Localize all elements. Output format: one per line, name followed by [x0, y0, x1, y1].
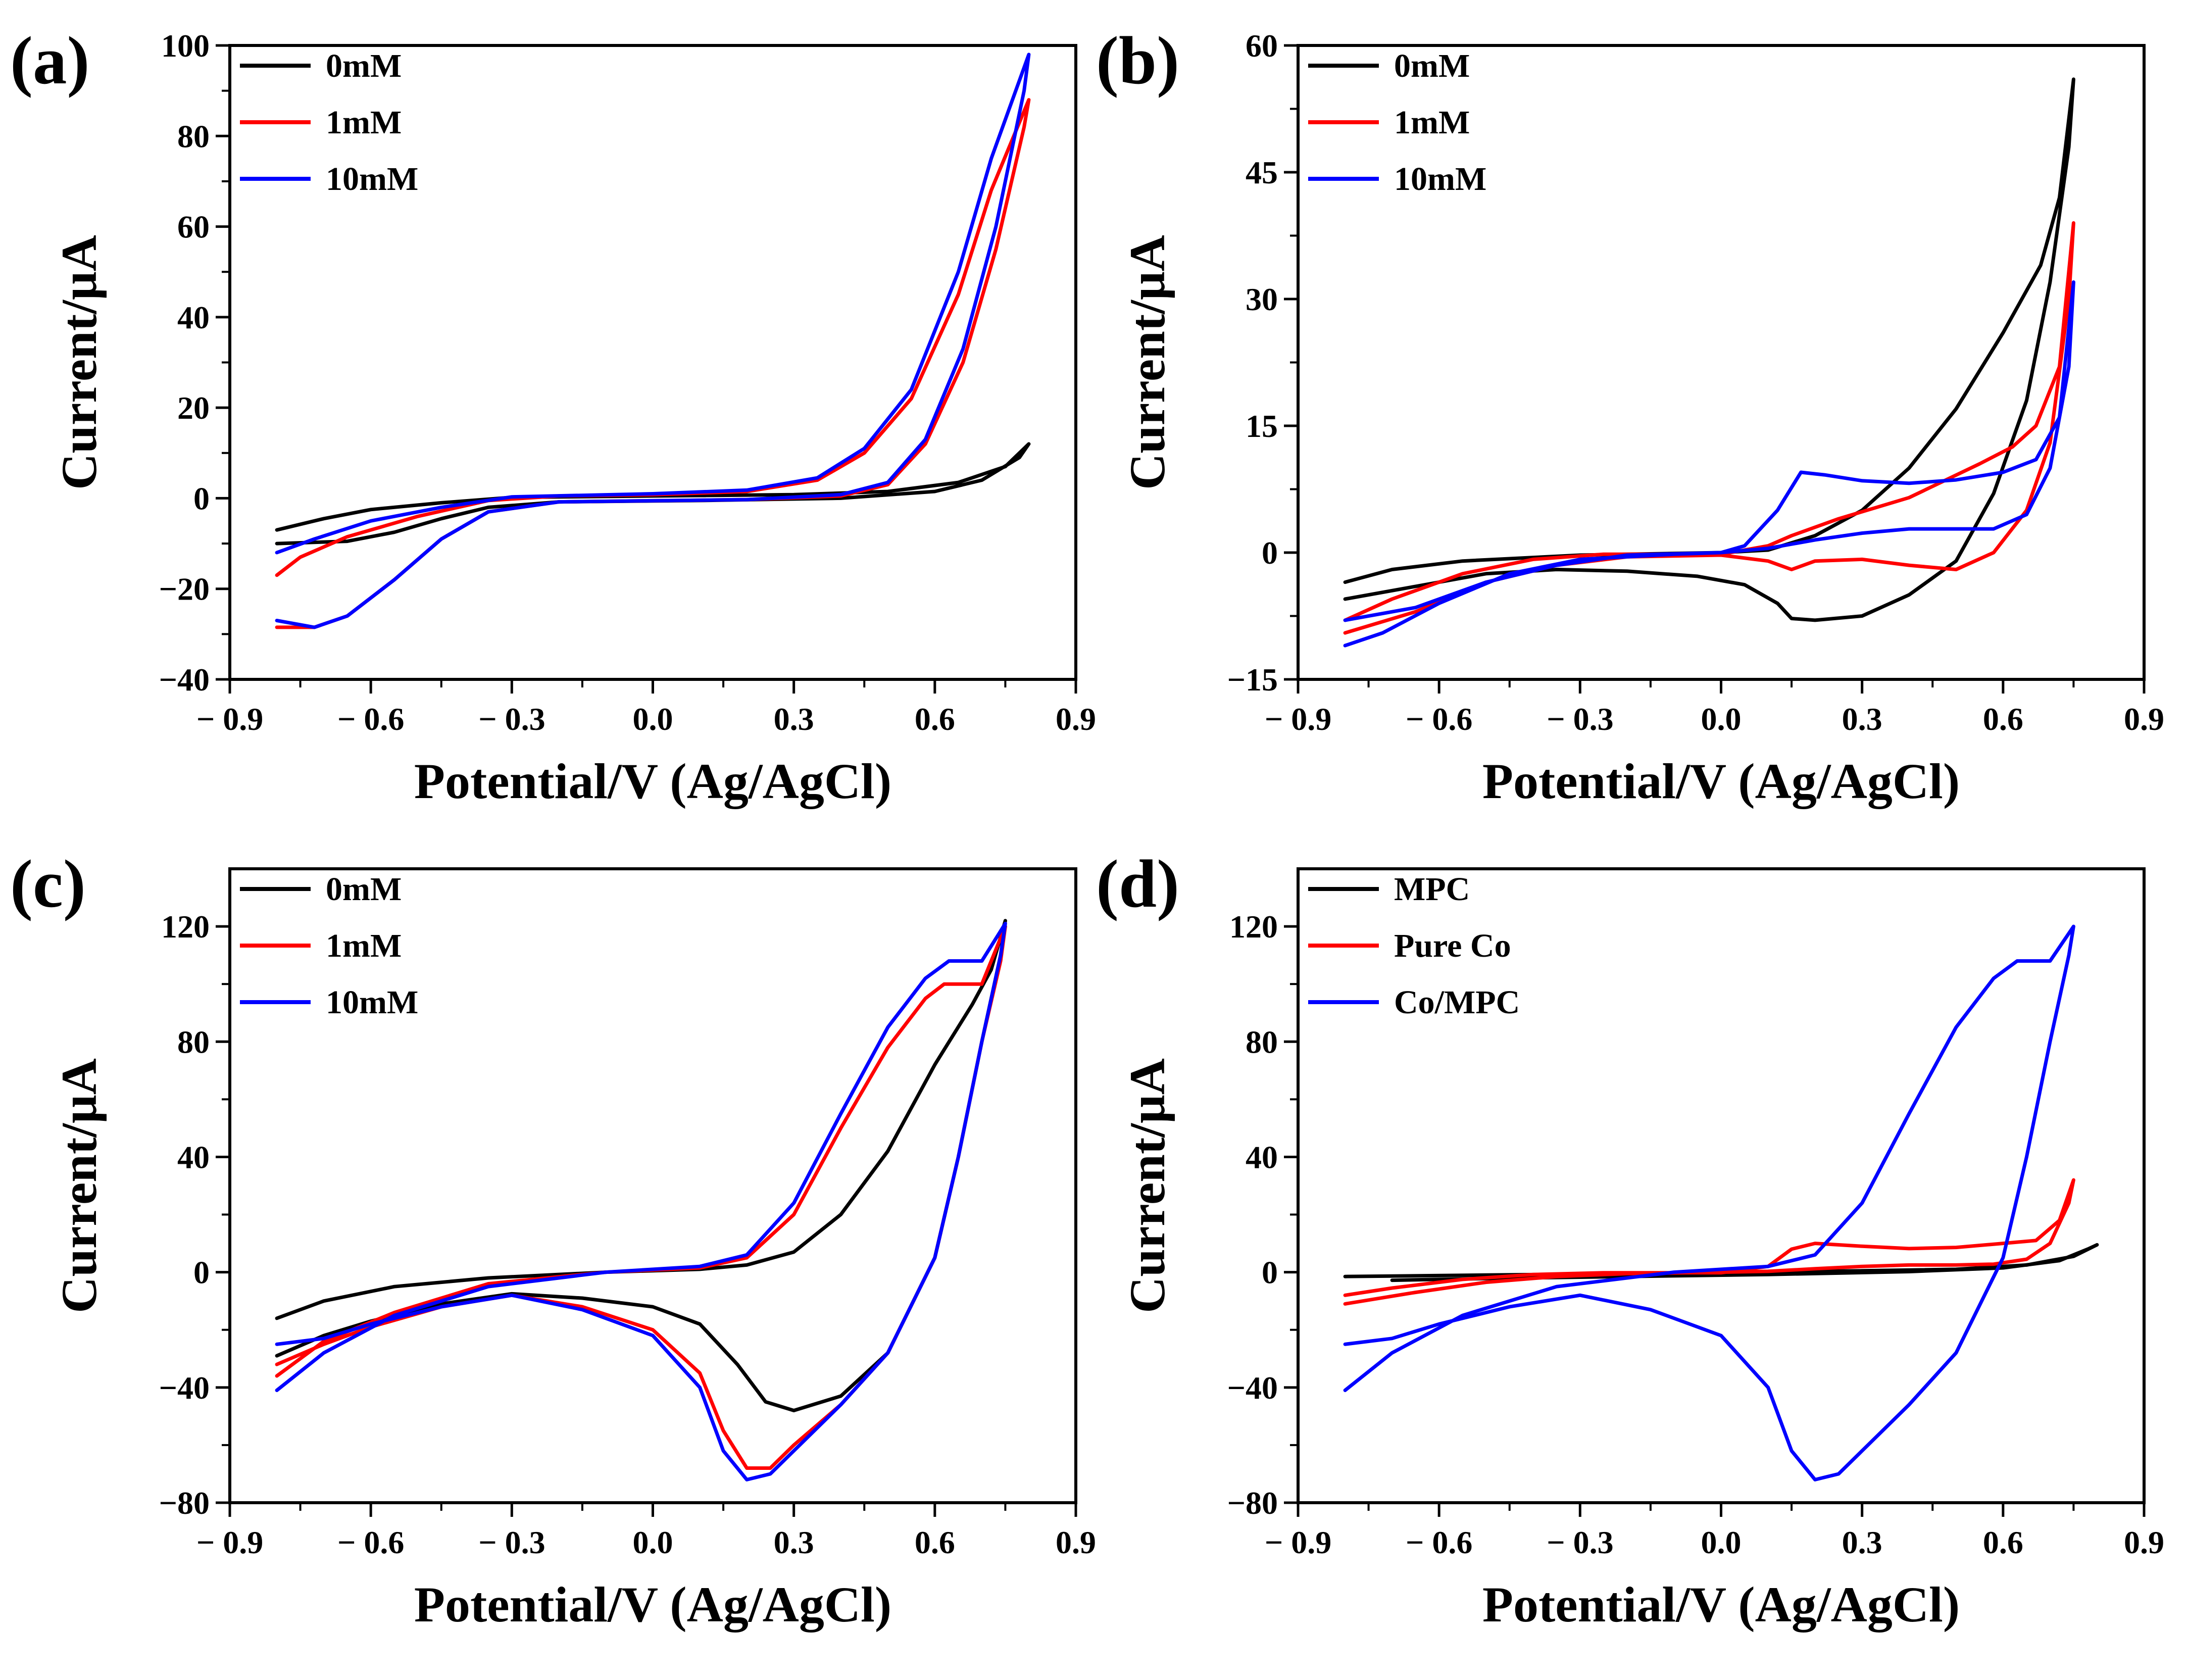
- panel-label: (d): [1096, 847, 1179, 922]
- panel-label: (a): [10, 23, 89, 98]
- legend-label: 10mM: [326, 984, 418, 1021]
- x-tick-label: 0.3: [774, 701, 814, 737]
- series-line-2: [1343, 924, 2075, 1481]
- y-tick-label: 40: [1246, 1139, 1278, 1175]
- y-axis-title: Current/μA: [51, 1058, 107, 1313]
- y-tick-label: −15: [1227, 662, 1278, 698]
- y-tick-label: 15: [1246, 408, 1278, 444]
- y-tick-label: −80: [159, 1485, 210, 1521]
- legend-label: 0mM: [326, 47, 402, 84]
- x-tick-label: 0.0: [633, 1524, 673, 1560]
- y-tick-label: 120: [161, 909, 210, 945]
- y-tick-label: −80: [1227, 1485, 1278, 1521]
- y-axis-title: Current/μA: [51, 235, 107, 490]
- y-tick-label: 0: [193, 1255, 210, 1291]
- x-tick-label: 0.9: [2124, 701, 2164, 737]
- x-tick-label: 0.6: [1983, 1524, 2023, 1560]
- x-tick-label: 0.0: [1701, 1524, 1742, 1560]
- series-line-2: [275, 921, 1007, 1481]
- x-tick-label: 0.0: [633, 701, 673, 737]
- y-axis-title: Current/μA: [1119, 235, 1175, 490]
- legend-label: 1mM: [326, 104, 402, 141]
- x-tick-label: − 0.6: [337, 1524, 404, 1560]
- x-tick-label: 0.6: [1983, 701, 2023, 737]
- legend-label: 10mM: [1394, 161, 1486, 197]
- panel-d: (d) − 0.9 − 0.6 − 0.3 0.0 0.3 0.6 0.9 −80 −40 0 40 8…: [1096, 847, 2164, 1633]
- x-tick-label: − 0.3: [1547, 1524, 1613, 1560]
- panel-label: (c): [10, 847, 86, 922]
- legend-label: 0mM: [1394, 47, 1470, 84]
- y-tick-label: 40: [177, 300, 210, 335]
- y-tick-label: 45: [1246, 155, 1278, 190]
- x-tick-label: − 0.3: [1547, 701, 1613, 737]
- y-tick-label: 80: [1246, 1024, 1278, 1060]
- x-axis-title: Potential/V (Ag/AgCl): [414, 753, 891, 809]
- legend-label: 1mM: [1394, 104, 1470, 141]
- x-tick-label: 0.9: [1056, 701, 1096, 737]
- legend-label: MPC: [1394, 871, 1470, 908]
- x-tick-label: − 0.6: [337, 701, 404, 737]
- x-tick-label: 0.3: [774, 1524, 814, 1560]
- y-tick-label: 30: [1246, 281, 1278, 317]
- series-line-2: [275, 53, 1031, 629]
- series-line-0: [1343, 1243, 2099, 1282]
- x-tick-label: − 0.9: [1265, 701, 1331, 737]
- legend-label: Pure Co: [1394, 927, 1511, 964]
- x-tick-label: − 0.9: [1265, 1524, 1331, 1560]
- x-axis-title: Potential/V (Ag/AgCl): [1482, 1576, 1960, 1633]
- x-tick-label: − 0.9: [196, 1524, 263, 1560]
- x-tick-label: 0.9: [2124, 1524, 2164, 1560]
- y-tick-label: 0: [1262, 535, 1278, 571]
- x-tick-label: − 0.3: [478, 701, 545, 737]
- series-line-0: [275, 442, 1031, 546]
- legend-label: 0mM: [326, 871, 402, 908]
- y-tick-label: 100: [161, 28, 210, 64]
- y-tick-label: −40: [159, 1370, 210, 1406]
- y-tick-label: 80: [177, 118, 210, 154]
- x-axis-title: Potential/V (Ag/AgCl): [414, 1576, 891, 1633]
- legend-label: Co/MPC: [1394, 984, 1520, 1021]
- x-tick-label: − 0.3: [478, 1524, 545, 1560]
- x-tick-label: 0.6: [915, 701, 955, 737]
- y-tick-label: 120: [1229, 909, 1278, 945]
- legend-label: 1mM: [326, 927, 402, 964]
- x-tick-label: − 0.6: [1406, 1524, 1472, 1560]
- y-tick-label: 0: [1262, 1255, 1278, 1291]
- y-tick-label: 0: [193, 480, 210, 516]
- x-tick-label: − 0.9: [196, 701, 263, 737]
- panel-b: (b) − 0.9 − 0.6 − 0.3 0.0 0.3 0.6 0.9 −15 0 15 30 45…: [1096, 23, 2164, 809]
- x-tick-label: 0.3: [1842, 1524, 1882, 1560]
- legend-label: 10mM: [326, 161, 418, 197]
- x-tick-label: 0.9: [1056, 1524, 1096, 1560]
- panel-c: (c) − 0.9 − 0.6 − 0.3 0.0 0.3 0.6 0.9 −80 −40 0 40 8…: [10, 847, 1096, 1633]
- y-tick-label: 40: [177, 1139, 210, 1175]
- y-tick-label: 20: [177, 390, 210, 426]
- series-line-1: [1343, 1178, 2075, 1306]
- series-line-1: [1343, 221, 2075, 635]
- panel-label: (b): [1096, 23, 1179, 98]
- x-tick-label: 0.3: [1842, 701, 1882, 737]
- panel-a: (a) − 0.9 − 0.6 − 0.3 0.0 0.3 0.6 0.9 −40 −20 0 20 4…: [10, 23, 1096, 809]
- x-tick-label: 0.0: [1701, 701, 1742, 737]
- y-tick-label: 80: [177, 1024, 210, 1060]
- y-tick-label: 60: [177, 209, 210, 245]
- x-tick-label: 0.6: [915, 1524, 955, 1560]
- series-line-2: [1343, 280, 2075, 648]
- y-axis-title: Current/μA: [1119, 1058, 1175, 1313]
- x-tick-label: − 0.6: [1406, 701, 1472, 737]
- y-tick-label: −40: [159, 662, 210, 698]
- y-tick-label: −40: [1227, 1370, 1278, 1406]
- x-axis-title: Potential/V (Ag/AgCl): [1482, 753, 1960, 809]
- y-tick-label: −20: [159, 571, 210, 607]
- y-tick-label: 60: [1246, 28, 1278, 64]
